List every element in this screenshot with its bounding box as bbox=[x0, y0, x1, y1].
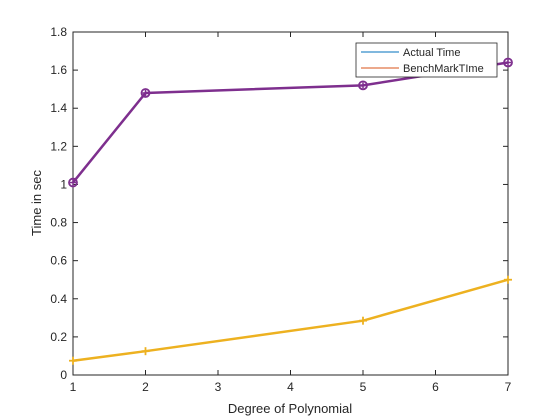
x-tick-label: 7 bbox=[505, 380, 512, 394]
legend: Actual Time BenchMarkTIme bbox=[355, 42, 498, 78]
x-tick-label: 6 bbox=[432, 380, 439, 394]
data-point-benchmarktime bbox=[69, 356, 77, 365]
x-tick-label: 5 bbox=[360, 380, 367, 394]
y-tick-label: 0.6 bbox=[50, 254, 67, 268]
data-point-actual-time bbox=[140, 88, 151, 98]
data-point-benchmarktime bbox=[141, 347, 150, 356]
data-point-actual-time bbox=[503, 57, 513, 68]
data-point-benchmarktime bbox=[504, 275, 512, 284]
y-axis-label: Time in sec bbox=[29, 170, 44, 236]
y-tick-label: 1.6 bbox=[50, 63, 67, 77]
x-tick-label: 3 bbox=[215, 380, 222, 394]
x-axis-label: Degree of Polynomial bbox=[228, 401, 352, 416]
y-tick-label: 1.2 bbox=[50, 139, 67, 153]
y-tick-label: 1 bbox=[60, 177, 67, 191]
data-point-actual-time bbox=[68, 177, 78, 188]
legend-label-benchmark-time: BenchMarkTIme bbox=[403, 63, 484, 75]
y-tick-label: 0 bbox=[60, 368, 67, 382]
plot-area bbox=[72, 31, 509, 376]
legend-label-actual-time: Actual Time bbox=[403, 47, 460, 59]
series-line-benchmarktime bbox=[72, 278, 509, 362]
x-tick-label: 2 bbox=[142, 380, 149, 394]
y-tick-label: 1.4 bbox=[50, 101, 67, 115]
legend-box bbox=[355, 42, 498, 78]
x-tick-label: 4 bbox=[287, 380, 294, 394]
x-tick-label: 1 bbox=[70, 380, 77, 394]
data-point-actual-time bbox=[358, 80, 368, 91]
y-tick-label: 1.8 bbox=[50, 25, 67, 39]
y-tick-label: 0.4 bbox=[50, 292, 67, 306]
data-point-benchmarktime bbox=[359, 316, 367, 325]
y-tick-label: 0.8 bbox=[50, 216, 67, 230]
y-tick-label: 0.2 bbox=[50, 330, 67, 344]
